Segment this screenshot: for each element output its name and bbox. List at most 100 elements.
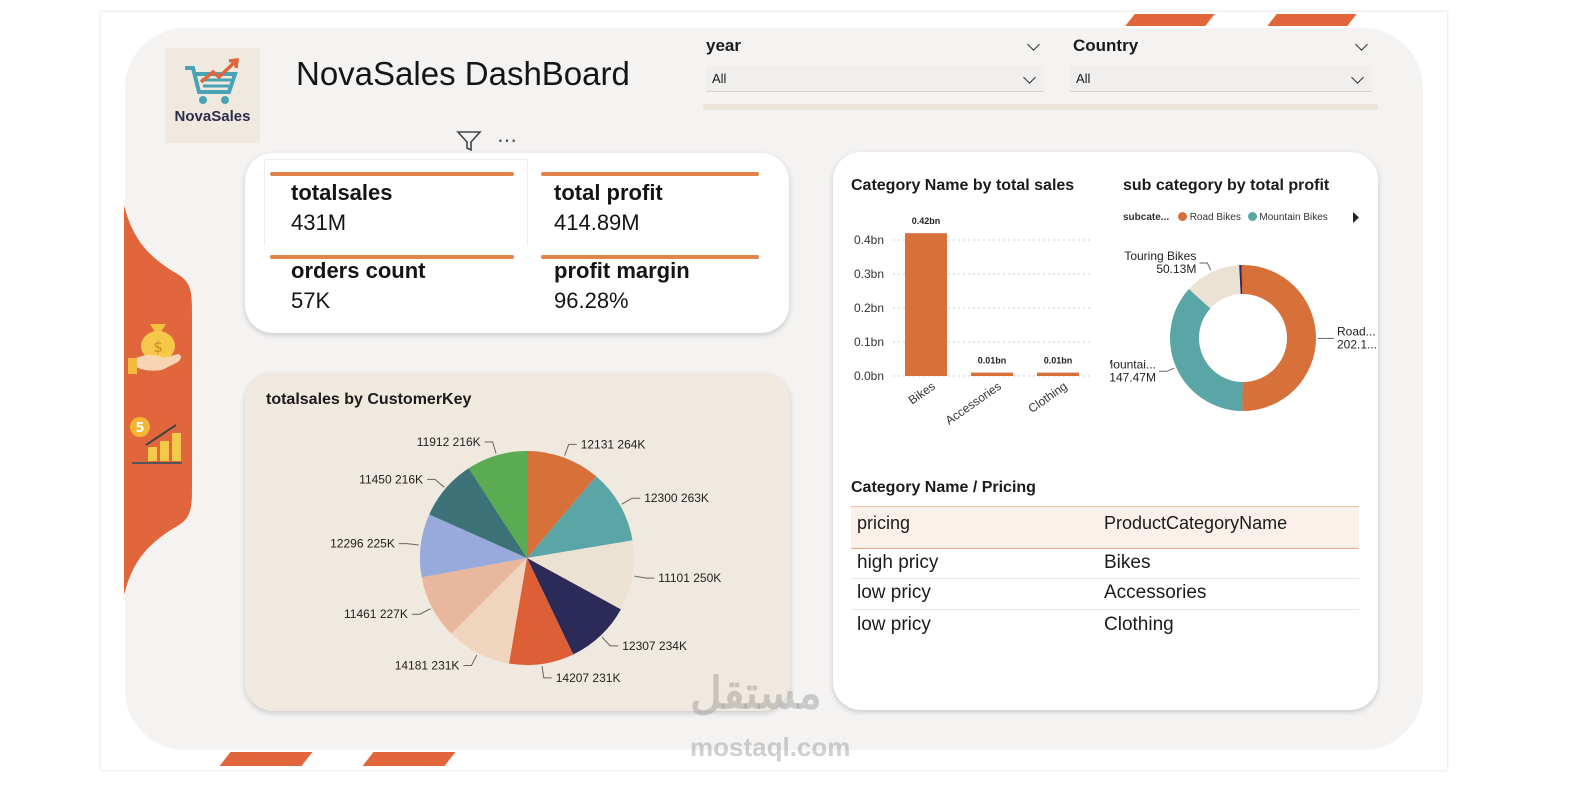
pie-leader-line bbox=[601, 636, 619, 647]
watermark-arabic: مستقل bbox=[690, 669, 822, 718]
svg-text:5: 5 bbox=[135, 421, 144, 436]
pie-data-label: 12307 234K bbox=[622, 639, 687, 653]
chevron-down-icon[interactable] bbox=[1023, 71, 1036, 84]
filter-icon[interactable] bbox=[456, 129, 482, 153]
decor-stripe bbox=[219, 752, 313, 766]
header-product-category[interactable]: ProductCategoryName bbox=[1104, 513, 1288, 533]
pie-slice[interactable] bbox=[468, 451, 527, 558]
year-dropdown[interactable]: All bbox=[706, 66, 1044, 92]
y-tick-label: 0.2bn bbox=[854, 301, 884, 315]
kpi-card: totalsales 431M total profit 414.89M ord… bbox=[245, 153, 789, 333]
donut-category-label: Mountai... bbox=[1110, 357, 1156, 371]
decor-stripe bbox=[1125, 14, 1215, 26]
kpi-accent-bar bbox=[541, 172, 759, 176]
pie-data-label: 14181 231K bbox=[395, 658, 460, 672]
pie-data-label: 12296 225K bbox=[330, 537, 395, 551]
bar-data-label: 0.42bn bbox=[912, 216, 941, 226]
legend-road-bikes: Road Bikes bbox=[1189, 212, 1241, 223]
pricing-cell: low pricy bbox=[857, 614, 931, 635]
donut-category-label: Road... bbox=[1337, 324, 1376, 338]
more-options-icon[interactable]: ⋯ bbox=[497, 130, 518, 152]
pie-leader-line bbox=[621, 497, 641, 505]
bar[interactable] bbox=[1037, 372, 1079, 376]
kpi-accent-bar bbox=[270, 172, 514, 176]
customer-pie-title: totalsales by CustomerKey bbox=[266, 391, 472, 408]
category-cell: Bikes bbox=[1104, 552, 1151, 573]
year-slicer[interactable]: year All bbox=[706, 36, 1044, 92]
pie-leader-line bbox=[541, 665, 552, 679]
year-selected-value: All bbox=[712, 71, 727, 86]
donut-slice[interactable] bbox=[1188, 265, 1241, 309]
category-cell: Accessories bbox=[1104, 582, 1207, 603]
donut-legend: subcate... Road Bikes Mountain Bikes bbox=[1123, 212, 1328, 223]
novasales-logo: NovaSales bbox=[165, 48, 260, 143]
kpi-orders-count-label: orders count bbox=[291, 258, 426, 283]
pie-slice[interactable] bbox=[429, 468, 527, 558]
pie-leader-line bbox=[463, 654, 478, 666]
pie-leader-line bbox=[484, 441, 497, 454]
chevron-down-icon[interactable] bbox=[1351, 71, 1364, 84]
money-bag-hand-icon: $ bbox=[128, 324, 181, 374]
legend-title: subcate... bbox=[1123, 212, 1170, 223]
pie-leader-line bbox=[427, 478, 445, 488]
kpi-total-profit-value: 414.89M bbox=[554, 210, 640, 235]
subcategory-donut-title: sub category by total profit bbox=[1123, 177, 1330, 194]
pie-slice[interactable] bbox=[527, 451, 597, 558]
decor-stripe bbox=[362, 752, 456, 766]
legend-swatch bbox=[1247, 212, 1257, 221]
pie-data-label: 12131 264K bbox=[581, 437, 646, 451]
bar[interactable] bbox=[971, 372, 1013, 376]
donut-leader-line bbox=[1199, 262, 1212, 271]
donut-slice[interactable] bbox=[1239, 265, 1243, 295]
pie-slice[interactable] bbox=[527, 540, 634, 610]
pie-leader-line bbox=[398, 543, 419, 546]
y-tick-label: 0.4bn bbox=[854, 233, 884, 247]
table-row[interactable]: high pricy Bikes bbox=[851, 549, 1359, 579]
category-bar-chart[interactable]: 0.4bn 0.3bn 0.2bn 0.1bn 0.0bn 0.42bn Bikes 0.01… bbox=[833, 200, 1103, 440]
header-pricing[interactable]: pricing bbox=[857, 513, 911, 533]
table-row[interactable]: low pricy Clothing bbox=[851, 610, 1359, 640]
subcategory-donut-chart[interactable]: Road...202.1... Mountai...147.47M Touring … bbox=[1110, 200, 1378, 440]
country-selected-value: All bbox=[1076, 71, 1091, 86]
pie-slice[interactable] bbox=[451, 558, 527, 664]
pie-slice[interactable] bbox=[421, 558, 527, 634]
pie-slice[interactable] bbox=[527, 476, 633, 558]
bar[interactable] bbox=[905, 233, 947, 376]
decor-stripe bbox=[1267, 14, 1357, 26]
category-cell: Clothing bbox=[1104, 614, 1174, 635]
pie-data-label: 11101 250K bbox=[658, 571, 721, 585]
kpi-totalsales-label: totalsales bbox=[291, 180, 393, 205]
pie-slice[interactable] bbox=[527, 558, 621, 655]
kpi-total-profit-label: total profit bbox=[554, 180, 663, 205]
pie-leader-line bbox=[411, 608, 431, 615]
pie-leader-line bbox=[634, 575, 655, 579]
pie-slice[interactable] bbox=[420, 514, 527, 578]
donut-slice[interactable] bbox=[1241, 265, 1243, 295]
side-wave-panel bbox=[124, 205, 192, 595]
country-slicer-label: Country bbox=[1073, 36, 1139, 55]
svg-text:$: $ bbox=[153, 338, 163, 356]
bar-data-label: 0.01bn bbox=[1044, 356, 1073, 366]
legend-next-icon[interactable] bbox=[1352, 212, 1360, 223]
country-dropdown[interactable]: All bbox=[1070, 66, 1372, 92]
table-row[interactable]: low pricy Accessories bbox=[851, 579, 1359, 610]
pie-data-label: 12300 263K bbox=[644, 491, 709, 505]
donut-slice[interactable] bbox=[1170, 288, 1243, 411]
country-slicer[interactable]: Country All bbox=[1070, 36, 1372, 92]
legend-mountain-bikes: Mountain Bikes bbox=[1259, 212, 1328, 223]
y-tick-label: 0.1bn bbox=[854, 335, 884, 349]
kpi-accent-bar bbox=[541, 255, 759, 259]
pie-slice[interactable] bbox=[508, 558, 574, 665]
pie-data-label: 14207 231K bbox=[556, 671, 621, 685]
logo-text: NovaSales bbox=[174, 108, 251, 125]
customer-pie-chart[interactable]: 12131 264K 12300 263K 11101 250K 12307 234K… bbox=[245, 373, 790, 711]
watermark-latin: mostaql.com bbox=[690, 732, 851, 762]
coin-growth-icon: 5 bbox=[130, 417, 182, 464]
kpi-accent-bar bbox=[270, 255, 514, 259]
x-tick-label: Clothing bbox=[1026, 379, 1070, 416]
category-bar-title: Category Name by total sales bbox=[851, 177, 1075, 194]
donut-slice[interactable] bbox=[1242, 265, 1316, 411]
page-title: NovaSales DashBoard bbox=[296, 55, 630, 92]
shopping-cart-icon bbox=[185, 58, 240, 104]
x-tick-label: Accessories bbox=[943, 379, 1004, 428]
